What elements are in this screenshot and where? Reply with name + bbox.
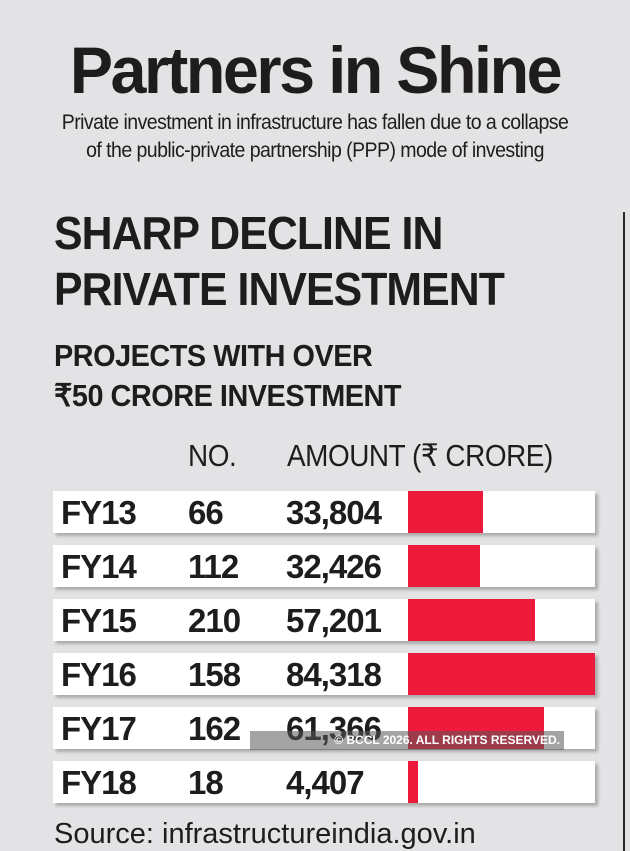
- column-header-amount: AMOUNT (₹ CRORE): [287, 438, 553, 473]
- bar-fy14: [408, 545, 480, 587]
- subhead-line-2: ₹50 CRORE INVESTMENT: [54, 378, 402, 413]
- headline-line-2: PRIVATE INVESTMENT: [54, 263, 505, 315]
- year-label: FY16: [61, 656, 137, 693]
- subtitle-line-1: Private investment in infrastructure has…: [61, 111, 569, 134]
- count-value: 66: [188, 494, 224, 531]
- title: Partners in Shine: [69, 33, 563, 107]
- table-row: FY16 158 84,318: [53, 653, 595, 695]
- column-header-count: NO.: [188, 438, 237, 473]
- subhead-line-1: PROJECTS WITH OVER: [54, 338, 373, 373]
- count-value: 112: [188, 548, 239, 585]
- bar-fy18: [408, 761, 418, 803]
- table-row: FY14 112 32,426: [53, 545, 595, 587]
- table-row: FY13 66 33,804: [53, 491, 595, 533]
- count-value: 18: [188, 764, 224, 801]
- year-label: FY17: [61, 710, 137, 747]
- count-value: 210: [188, 602, 241, 639]
- count-value: 158: [188, 656, 241, 693]
- year-label: FY13: [61, 494, 137, 531]
- year-label: FY15: [61, 602, 137, 639]
- subtitle-line-2: of the public-private partnership (PPP) …: [86, 139, 544, 162]
- bar-fy13: [408, 491, 483, 533]
- amount-value: 57,201: [286, 602, 382, 639]
- headline-line-1: SHARP DECLINE IN: [54, 207, 443, 259]
- year-label: FY14: [61, 548, 137, 585]
- year-label: FY18: [61, 764, 137, 801]
- source-note: Source: infrastructureindia.gov.in: [54, 818, 476, 850]
- bar-fy15: [408, 599, 535, 641]
- table-row: FY15 210 57,201: [53, 599, 595, 641]
- amount-value: 4,407: [286, 764, 365, 801]
- bar-fy16: [408, 653, 595, 695]
- table-row: FY18 18 4,407: [53, 761, 595, 803]
- divider-line: [623, 212, 625, 851]
- count-value: 162: [188, 710, 241, 747]
- amount-value: 32,426: [286, 548, 382, 585]
- watermark: © BCCL 2026. ALL RIGHTS RESERVED.: [250, 731, 564, 750]
- amount-value: 84,318: [286, 656, 382, 693]
- amount-value: 33,804: [286, 494, 382, 531]
